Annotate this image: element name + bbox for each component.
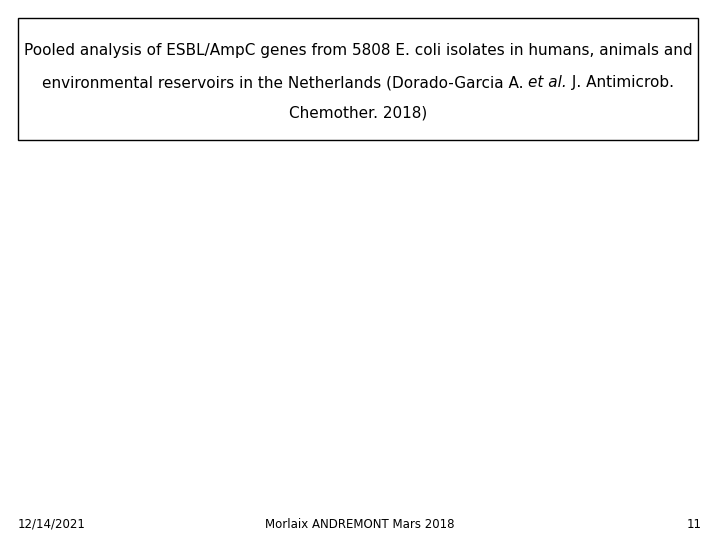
Text: 12/14/2021: 12/14/2021 (18, 517, 86, 530)
Bar (18, 18, 698, 140)
Text: J. Antimicrob.: J. Antimicrob. (567, 75, 674, 90)
Text: Chemother. 2018): Chemother. 2018) (289, 106, 427, 120)
Text: et al.: et al. (528, 75, 567, 90)
Text: environmental reservoirs in the Netherlands (Dorado-Garcia A.: environmental reservoirs in the Netherla… (42, 75, 528, 90)
Text: Pooled analysis of ESBL/AmpC genes from 5808 E. coli isolates in humans, animals: Pooled analysis of ESBL/AmpC genes from … (24, 43, 693, 58)
Text: Morlaix ANDREMONT Mars 2018: Morlaix ANDREMONT Mars 2018 (265, 517, 455, 530)
Text: 11: 11 (687, 517, 702, 530)
